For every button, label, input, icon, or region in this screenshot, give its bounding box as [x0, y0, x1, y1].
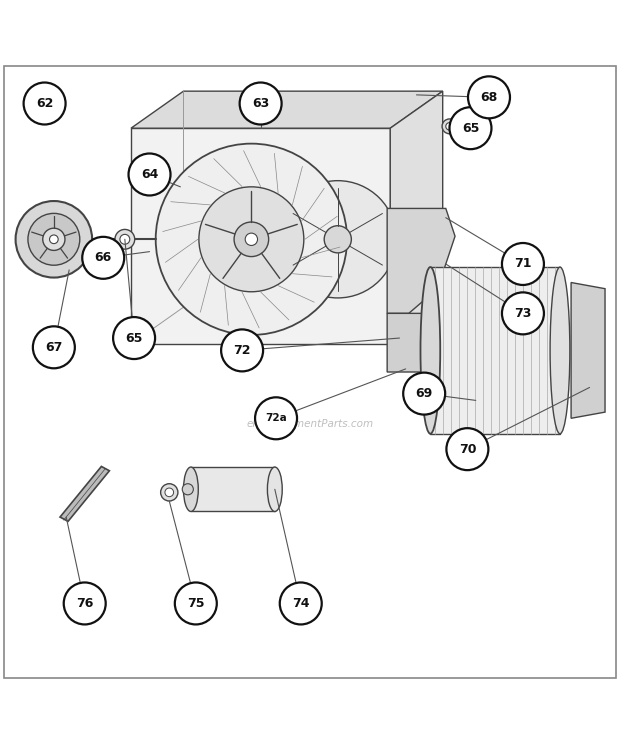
Text: 69: 69 [415, 387, 433, 400]
Text: 72a: 72a [265, 413, 287, 423]
Circle shape [446, 123, 453, 130]
Bar [430, 267, 560, 434]
Circle shape [182, 484, 193, 495]
Text: 73: 73 [514, 307, 531, 320]
Circle shape [24, 83, 66, 124]
Polygon shape [131, 128, 390, 344]
Circle shape [442, 119, 457, 134]
Circle shape [234, 222, 268, 257]
Circle shape [279, 181, 396, 298]
Circle shape [240, 83, 281, 124]
Circle shape [161, 484, 178, 501]
Circle shape [468, 77, 510, 118]
Text: eReplacementParts.com: eReplacementParts.com [246, 420, 374, 429]
Circle shape [175, 583, 217, 624]
Ellipse shape [267, 467, 282, 511]
Circle shape [450, 107, 492, 150]
Circle shape [43, 228, 65, 251]
Bar [191, 467, 275, 511]
Circle shape [120, 234, 130, 244]
Polygon shape [387, 313, 436, 372]
Circle shape [115, 229, 135, 249]
Text: 71: 71 [514, 257, 532, 271]
Circle shape [64, 583, 105, 624]
Text: 70: 70 [459, 443, 476, 455]
Circle shape [403, 373, 445, 414]
Circle shape [255, 397, 297, 439]
Circle shape [50, 235, 58, 243]
Circle shape [128, 153, 171, 196]
Circle shape [16, 201, 92, 278]
Circle shape [280, 583, 322, 624]
Polygon shape [131, 92, 443, 128]
Polygon shape [60, 466, 109, 522]
Circle shape [502, 243, 544, 285]
Circle shape [199, 187, 304, 292]
Text: 75: 75 [187, 597, 205, 610]
Circle shape [33, 327, 75, 368]
Polygon shape [390, 92, 443, 344]
Ellipse shape [420, 267, 440, 434]
Text: 62: 62 [36, 97, 53, 110]
Text: 63: 63 [252, 97, 269, 110]
Text: 76: 76 [76, 597, 94, 610]
Polygon shape [387, 208, 455, 313]
Text: 65: 65 [462, 122, 479, 135]
Circle shape [156, 144, 347, 335]
Text: 74: 74 [292, 597, 309, 610]
Circle shape [446, 428, 489, 470]
Text: 65: 65 [125, 332, 143, 344]
Text: 68: 68 [480, 91, 498, 104]
Text: 66: 66 [95, 251, 112, 264]
Ellipse shape [550, 267, 570, 434]
Circle shape [324, 225, 352, 253]
Ellipse shape [184, 467, 198, 511]
Circle shape [28, 214, 80, 265]
Polygon shape [571, 283, 605, 418]
Text: 72: 72 [233, 344, 251, 357]
Circle shape [502, 292, 544, 334]
Circle shape [113, 317, 155, 359]
Circle shape [82, 237, 124, 279]
Circle shape [221, 330, 263, 371]
Text: 67: 67 [45, 341, 63, 354]
Text: 64: 64 [141, 168, 158, 181]
Circle shape [245, 233, 257, 246]
Circle shape [165, 488, 174, 497]
